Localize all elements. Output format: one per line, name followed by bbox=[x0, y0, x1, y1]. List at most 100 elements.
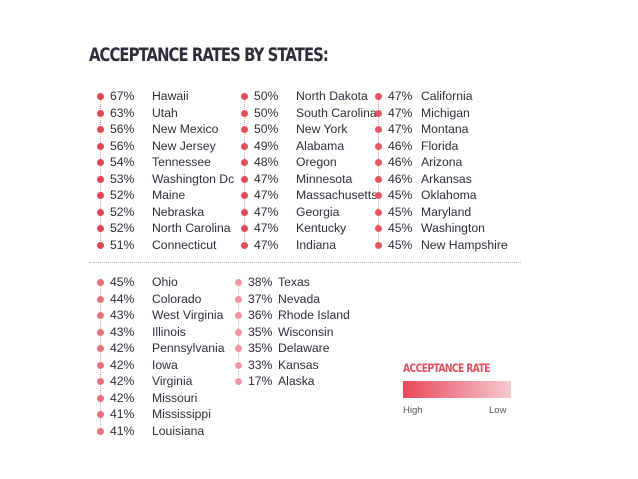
bullet-dot-icon bbox=[97, 411, 104, 418]
state-name: Minnesota bbox=[296, 171, 353, 186]
bullet-dot-icon bbox=[375, 93, 382, 100]
bullet-dot-icon bbox=[97, 241, 104, 249]
acceptance-percent: 35% bbox=[248, 341, 273, 355]
state-name: Kansas bbox=[278, 357, 319, 372]
state-name: North Carolina bbox=[152, 221, 231, 235]
acceptance-percent: 46% bbox=[388, 155, 413, 169]
state-name: Georgia bbox=[296, 204, 340, 219]
acceptance-percent: 47% bbox=[254, 204, 279, 219]
acceptance-percent: 46% bbox=[388, 138, 413, 153]
state-name: Hawaii bbox=[152, 89, 189, 103]
bullet-dot-icon bbox=[235, 345, 242, 352]
page-title: ACCEPTANCE RATES BY STATES: bbox=[89, 44, 329, 66]
bullet-dot-icon bbox=[241, 192, 248, 199]
acceptance-percent: 47% bbox=[254, 171, 279, 186]
state-name: Louisiana bbox=[152, 423, 205, 438]
bullet-dot-icon bbox=[97, 175, 104, 183]
state-name: Utah bbox=[152, 105, 178, 120]
state-name: New York bbox=[296, 122, 348, 136]
state-name: Alaska bbox=[278, 374, 315, 388]
acceptance-percent: 67% bbox=[110, 89, 135, 103]
bullet-dot-icon bbox=[97, 192, 104, 199]
state-name: Virginia bbox=[152, 374, 193, 388]
acceptance-percent: 46% bbox=[388, 171, 413, 186]
bullet-dot-icon bbox=[97, 394, 104, 402]
acceptance-percent: 45% bbox=[388, 237, 413, 252]
state-name: Maine bbox=[152, 188, 186, 202]
bullet-dot-icon bbox=[97, 361, 104, 369]
acceptance-percent: 43% bbox=[110, 324, 135, 339]
bullet-dot-icon bbox=[241, 126, 248, 133]
bullet-dot-icon bbox=[235, 312, 242, 319]
bullet-dot-icon bbox=[235, 361, 242, 369]
state-name: New Mexico bbox=[152, 122, 219, 136]
state-name: Pennsylvania bbox=[152, 341, 225, 355]
legend-high-label: High bbox=[403, 405, 423, 416]
bullet-dot-icon bbox=[235, 378, 242, 385]
bullet-dot-icon bbox=[97, 159, 104, 166]
acceptance-percent: 52% bbox=[110, 188, 135, 202]
state-name: Iowa bbox=[152, 357, 178, 372]
state-name: California bbox=[421, 89, 473, 103]
acceptance-percent: 63% bbox=[110, 105, 135, 120]
acceptance-percent: 42% bbox=[110, 390, 135, 405]
bullet-dot-icon bbox=[97, 93, 104, 100]
bullet-dot-icon bbox=[375, 159, 382, 166]
acceptance-percent: 44% bbox=[110, 291, 135, 306]
acceptance-percent: 41% bbox=[110, 407, 135, 421]
dotted-connector bbox=[100, 96, 101, 245]
state-name: Illinois bbox=[152, 324, 186, 339]
dotted-connector bbox=[378, 96, 379, 245]
bullet-dot-icon bbox=[375, 175, 382, 183]
bullet-dot-icon bbox=[375, 142, 382, 150]
bullet-dot-icon bbox=[375, 126, 382, 133]
bullet-dot-icon bbox=[97, 345, 104, 352]
state-name: Oklahoma bbox=[421, 188, 477, 202]
acceptance-percent: 47% bbox=[254, 237, 279, 252]
acceptance-percent: 56% bbox=[110, 138, 135, 153]
state-name: Nebraska bbox=[152, 204, 205, 219]
state-name: Wisconsin bbox=[278, 324, 334, 339]
state-name: Montana bbox=[421, 122, 469, 136]
acceptance-percent: 47% bbox=[254, 188, 279, 202]
bullet-dot-icon bbox=[97, 279, 104, 286]
bullet-dot-icon bbox=[97, 295, 104, 303]
state-name: Rhode Island bbox=[278, 308, 350, 322]
state-name: Washington Dc bbox=[152, 171, 235, 186]
bullet-dot-icon bbox=[241, 241, 248, 249]
state-name: North Dakota bbox=[296, 89, 368, 103]
acceptance-percent: 47% bbox=[388, 122, 413, 136]
legend-title: ACCEPTANCE RATE bbox=[403, 361, 490, 375]
bullet-dot-icon bbox=[97, 328, 104, 336]
bullet-dot-icon bbox=[375, 208, 382, 216]
state-name: Washington bbox=[421, 221, 485, 235]
acceptance-percent: 54% bbox=[110, 155, 135, 169]
bullet-dot-icon bbox=[375, 225, 382, 232]
state-name: Tennessee bbox=[152, 155, 211, 169]
acceptance-percent: 47% bbox=[254, 221, 279, 235]
acceptance-percent: 52% bbox=[110, 204, 135, 219]
bullet-dot-icon bbox=[97, 109, 104, 117]
state-name: New Jersey bbox=[152, 138, 216, 153]
acceptance-percent: 42% bbox=[110, 374, 135, 388]
acceptance-percent: 45% bbox=[110, 275, 135, 289]
state-name: Maryland bbox=[421, 204, 472, 219]
acceptance-percent: 17% bbox=[248, 374, 273, 388]
legend-low-label: Low bbox=[489, 405, 507, 416]
bullet-dot-icon bbox=[97, 312, 104, 319]
bullet-dot-icon bbox=[375, 109, 382, 117]
bullet-dot-icon bbox=[97, 427, 104, 435]
state-name: Florida bbox=[421, 138, 459, 153]
state-name: Colorado bbox=[152, 291, 202, 306]
state-name: Texas bbox=[278, 275, 310, 289]
state-name: Nevada bbox=[278, 291, 321, 306]
bullet-dot-icon bbox=[97, 208, 104, 216]
acceptance-percent: 45% bbox=[388, 204, 413, 219]
state-name: Missouri bbox=[152, 390, 198, 405]
bullet-dot-icon bbox=[241, 225, 248, 232]
acceptance-percent: 47% bbox=[388, 89, 413, 103]
acceptance-percent: 51% bbox=[110, 237, 135, 252]
bullet-dot-icon bbox=[235, 328, 242, 336]
bullet-dot-icon bbox=[241, 175, 248, 183]
state-name: South Carolina bbox=[296, 105, 377, 120]
